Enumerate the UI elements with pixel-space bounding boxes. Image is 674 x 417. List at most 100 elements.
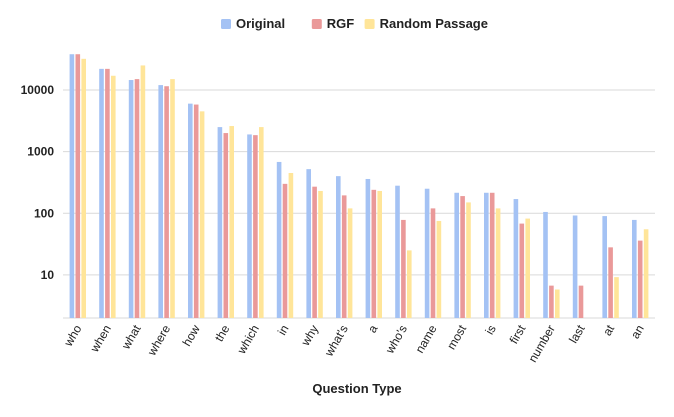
bar-random-passage-is [495, 208, 501, 318]
legend: Original RGF Random Passage [221, 16, 488, 31]
bar-rgf-whos [401, 219, 406, 318]
bar-random-passage-whos [407, 250, 412, 318]
y-tick-label: 100 [34, 206, 54, 220]
bar-rgf-an [637, 240, 643, 318]
bar-rgf-how [193, 104, 199, 318]
x-tick-label: name [412, 322, 439, 355]
x-tick-label: when [87, 323, 114, 356]
bar-rgf-which [253, 135, 258, 318]
bar-original-is [484, 192, 489, 318]
bar-original-in [276, 161, 282, 318]
x-tick-label: why [298, 323, 321, 349]
bar-original-why [306, 169, 311, 318]
bar-original-an [632, 219, 637, 318]
x-tick-label: first [507, 322, 529, 346]
bar-random-passage-where [170, 79, 175, 318]
bars [69, 54, 649, 319]
x-tick-label: what's [321, 323, 350, 360]
bar-random-passage-when [111, 75, 116, 318]
bar-rgf-whats [341, 195, 347, 318]
bar-original-who [69, 54, 75, 318]
x-tick-label: a [365, 322, 381, 335]
bar-random-passage-the [229, 126, 234, 318]
x-tick-label: last [566, 322, 588, 346]
x-tick-label: in [275, 323, 292, 338]
bar-rgf-number [549, 285, 554, 318]
bar-original-which [247, 134, 252, 318]
y-tick-label: 10 [41, 268, 55, 282]
bar-rgf-is [489, 192, 495, 318]
bar-random-passage-number [555, 289, 560, 318]
legend-swatch [311, 19, 322, 29]
bar-random-passage-how [199, 111, 205, 319]
bar-original-whos [395, 185, 400, 318]
bar-rgf-why [312, 186, 317, 318]
bar-rgf-name [430, 208, 436, 318]
bar-original-how [188, 103, 193, 318]
bar-original-what [128, 80, 134, 318]
legend-label: RGF [327, 16, 355, 31]
y-axis-ticks: 10 100 1000 10000 [21, 83, 55, 282]
bar-random-passage-who [81, 58, 86, 318]
bar-original-at [602, 216, 607, 318]
bar-rgf-the [223, 133, 229, 318]
bar-rgf-a [371, 189, 377, 318]
x-tick-label: number [526, 322, 558, 364]
x-axis-label: Question Type [312, 381, 401, 396]
bar-original-the [217, 127, 223, 319]
bar-rgf-last [578, 285, 584, 318]
x-tick-label: an [628, 323, 647, 342]
bar-random-passage-an [643, 229, 649, 318]
bar-rgf-most [460, 196, 465, 318]
x-tick-label: how [180, 322, 203, 348]
bar-original-whats [336, 176, 341, 318]
legend-item: Random Passage [364, 16, 488, 31]
x-tick-label: at [600, 322, 617, 338]
legend-swatch [364, 19, 375, 29]
x-axis-ticks: who when what where how the which in why what's a w… [61, 322, 647, 365]
bar-random-passage-whats [347, 208, 353, 318]
bar-original-most [454, 192, 459, 318]
x-tick-label: what [118, 322, 144, 352]
bar-random-passage-what [140, 65, 146, 319]
bar-original-number [543, 211, 548, 318]
bar-original-name [424, 188, 430, 318]
bar-original-a [365, 178, 371, 318]
bar-random-passage-at [614, 277, 619, 318]
bar-random-passage-which [259, 127, 264, 319]
bar-rgf-when [105, 68, 110, 318]
bar-random-passage-first [525, 218, 530, 318]
legend-label: Original [236, 16, 285, 31]
bar-rgf-at [608, 247, 613, 318]
legend-label: Random Passage [380, 16, 488, 31]
bar-original-first [513, 199, 519, 318]
legend-item: Original [221, 16, 285, 31]
gridlines [63, 89, 655, 319]
bar-random-passage-why [318, 190, 323, 318]
legend-swatch [221, 19, 231, 29]
bar-rgf-first [519, 223, 525, 318]
x-tick-label: where [144, 322, 173, 358]
x-tick-label: most [444, 322, 469, 352]
bar-rgf-in [282, 183, 288, 318]
bar-rgf-where [164, 86, 169, 319]
bar-random-passage-most [466, 202, 471, 318]
bar-random-passage-name [436, 220, 442, 318]
legend-item: RGF [311, 16, 355, 31]
bar-original-where [158, 85, 163, 318]
bar-random-passage-in [288, 172, 294, 318]
x-tick-label: who [61, 322, 85, 349]
bar-random-passage-a [377, 190, 382, 318]
bar-rgf-what [134, 79, 140, 318]
x-tick-label: is [482, 323, 498, 338]
x-tick-label: the [212, 322, 233, 344]
bar-rgf-who [75, 54, 81, 318]
bar-original-last [572, 215, 578, 318]
y-tick-label: 1000 [27, 145, 54, 159]
x-tick-label: who's [382, 323, 410, 357]
x-tick-label: which [234, 323, 262, 357]
y-tick-label: 10000 [21, 83, 55, 97]
bar-original-when [99, 68, 104, 318]
